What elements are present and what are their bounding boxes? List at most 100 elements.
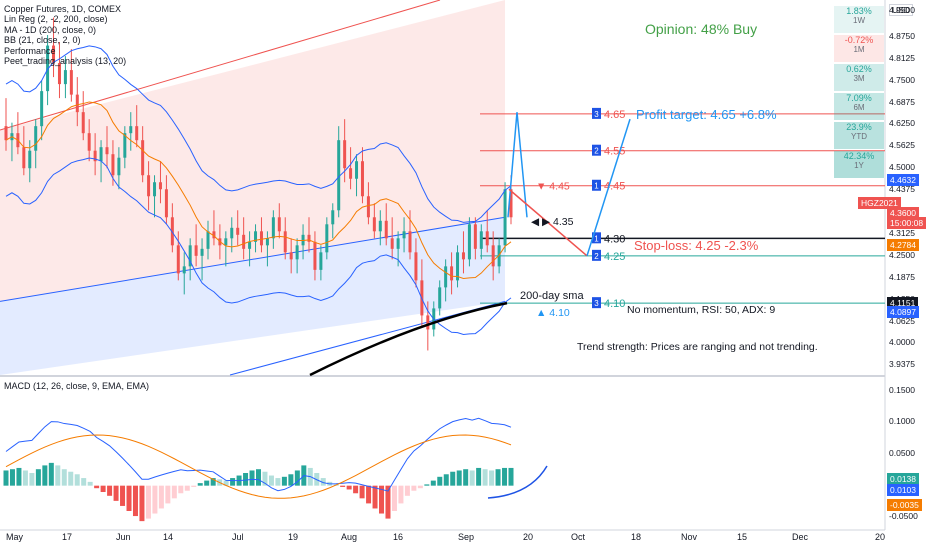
price-tag: 4.3600 [887, 206, 919, 219]
time-tick: Dec [792, 532, 809, 542]
macd-histogram-bar [456, 470, 462, 486]
macd-histogram-bar [107, 485, 113, 496]
candle-body [164, 189, 168, 218]
macd-histogram-bar [184, 485, 190, 491]
macd-histogram-bar [94, 485, 100, 489]
macd-tag: -0.0035 [887, 498, 922, 511]
macd-histogram-bar [230, 478, 236, 486]
candle-body [277, 217, 281, 232]
macd-histogram-bar [281, 476, 287, 486]
candle-body [271, 217, 275, 239]
macd-tick: 0.0500 [889, 448, 915, 458]
performance-value: -0.72% [844, 35, 874, 45]
time-tick: 19 [288, 532, 299, 542]
level-label: 4.10 [604, 298, 625, 310]
candle-body [461, 252, 465, 260]
candle-body [111, 154, 115, 176]
projection-up-arrow [507, 112, 528, 218]
price-tick: 4.9500 [889, 4, 915, 15]
level-badge-number: 1 [594, 234, 599, 243]
candle-body [176, 245, 180, 274]
price-tick: 4.1875 [889, 271, 915, 282]
candle-body [343, 140, 347, 169]
macd-histogram-bar [3, 470, 9, 486]
candle-body [57, 63, 61, 85]
candle-body [378, 220, 382, 232]
candle-body [129, 126, 133, 134]
macd-histogram-bar [210, 478, 216, 486]
macd-histogram-bar [152, 485, 158, 514]
candle-body [456, 252, 460, 281]
price-tag: 15:00:08 [887, 216, 927, 229]
candle-body [34, 126, 38, 151]
macd-histogram-bar [171, 485, 177, 499]
candle-body [123, 133, 127, 158]
level-badge [592, 249, 601, 261]
macd-histogram-bar [443, 474, 449, 486]
price-tick: 4.6875 [889, 96, 915, 107]
currency-label[interactable]: USD [889, 4, 913, 16]
macd-histogram-bar [197, 483, 203, 486]
legend-ma: MA - 1D (200, close, 0) [4, 24, 97, 35]
level-435-text: ◀ ▶ 4.35 [531, 216, 574, 228]
macd-tick: 0.1500 [889, 384, 915, 395]
macd-tick: 0.1000 [889, 416, 915, 427]
linreg-upper-zone [0, 0, 505, 302]
candle-body [283, 231, 287, 253]
performance-value: 42.34% [843, 151, 875, 161]
macd-tag: 0.0103 [887, 483, 919, 496]
legend-performance: Performance [4, 45, 56, 56]
macd-histogram-bar [120, 485, 126, 506]
candle-body [360, 161, 364, 197]
candle-body [259, 231, 263, 246]
performance-cell: 23.9% YTD [834, 122, 884, 149]
candle-body [307, 234, 311, 242]
candle-body [402, 231, 406, 239]
candle-body [355, 161, 359, 179]
candle-body [236, 227, 240, 235]
level-label: 4.25 [604, 251, 625, 263]
macd-histogram-bar [411, 485, 417, 491]
stop-loss-text: Stop-loss: 4.25 -2.3% [634, 238, 759, 253]
price-tick: 3.9375 [889, 359, 915, 370]
performance-cell: 42.34% 1Y [834, 151, 884, 178]
level-badge [592, 179, 601, 191]
candle-body [242, 234, 246, 249]
candle-body [372, 217, 376, 232]
candle-body [158, 182, 162, 190]
macd-histogram-bar [100, 485, 106, 492]
price-tag: 4.0897 [887, 305, 919, 318]
candle-body [467, 224, 471, 260]
candle-body [426, 315, 430, 330]
candle-body [254, 231, 258, 242]
candle-body [349, 168, 353, 179]
macd-histogram-bar [61, 469, 67, 486]
macd-histogram-bar [340, 485, 346, 487]
macd-histogram-bar [482, 469, 488, 486]
sma-200-line [309, 301, 508, 377]
macd-histogram-bar [139, 485, 145, 522]
candle-body [450, 266, 454, 281]
price-tick: 4.7500 [889, 74, 915, 85]
performance-cell: 7.09% 6M [834, 93, 884, 120]
time-tick: Nov [681, 532, 698, 542]
macd-histogram-bar [165, 485, 171, 504]
candle-body [40, 91, 44, 127]
indicator-legend: Copper Futures, 1D, COMEX Lin Reg (2, -2… [4, 4, 126, 66]
performance-value: 7.09% [846, 93, 872, 103]
candle-body [337, 140, 341, 211]
candle-body [473, 224, 477, 249]
macd-histogram-bar [191, 485, 197, 487]
candle-body [63, 70, 67, 85]
macd-histogram-bar [353, 485, 359, 494]
candle-body [141, 140, 145, 176]
macd-histogram-bar [16, 467, 22, 486]
candle-body [230, 227, 234, 239]
candle-body [479, 231, 483, 249]
time-tick: 20 [523, 532, 534, 542]
macd-histogram-bar [379, 485, 385, 514]
macd-histogram-bar [372, 485, 378, 509]
price-tick: 4.4375 [889, 184, 915, 195]
level-410-text: ▲ 4.10 [536, 307, 570, 319]
